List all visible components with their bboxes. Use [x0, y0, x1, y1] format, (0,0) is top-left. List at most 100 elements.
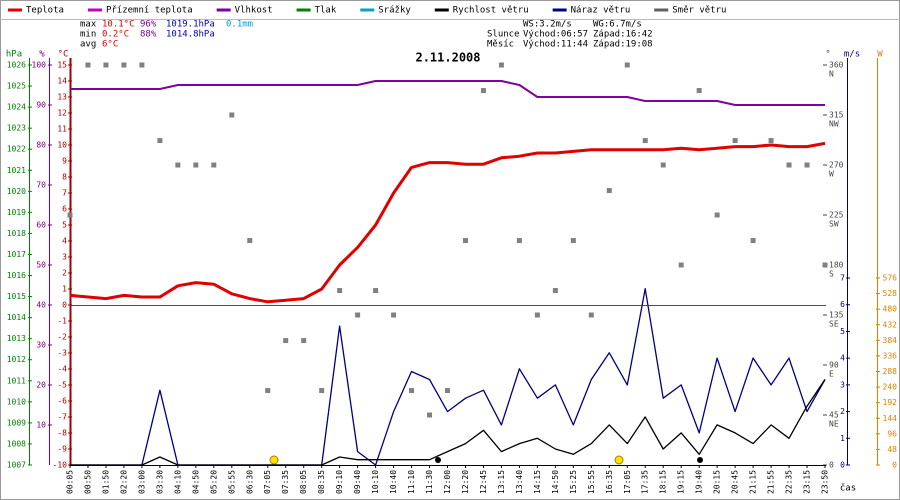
direction-point — [678, 262, 684, 268]
direction-point — [121, 62, 127, 68]
stat: max — [80, 20, 97, 30]
direction-point — [67, 212, 73, 218]
axis-label: m/s — [844, 50, 860, 60]
y-tick-label: -4 — [57, 365, 67, 374]
y-tick-label: 432 — [883, 320, 898, 329]
moonset-marker — [697, 457, 703, 463]
y-tick-label: -3 — [57, 349, 67, 358]
y-tick-label: 270 — [829, 161, 844, 170]
y-tick-label: 144 — [883, 414, 898, 423]
y-tick-label: 1 — [840, 434, 845, 443]
x-tick-label: 21:55 — [767, 470, 776, 494]
direction-point — [103, 62, 109, 68]
x-tick-label: 14:50 — [551, 470, 560, 494]
direction-point — [427, 412, 433, 418]
y-tick-label: 12 — [57, 109, 67, 118]
y-tick-label: 1009 — [7, 418, 26, 427]
y-tick-label: -6 — [57, 397, 67, 406]
direction-point — [480, 88, 486, 94]
direction-point — [211, 162, 217, 168]
direction-point — [624, 62, 630, 68]
y-tick-label: 0 — [829, 461, 834, 470]
y-tick-label: 1013 — [7, 334, 26, 343]
moonrise-marker — [435, 457, 441, 463]
y-tick-label: 1019 — [7, 208, 26, 217]
y-tick-label: 1016 — [7, 271, 26, 280]
y-tick-label: 10 — [57, 141, 67, 150]
direction-point — [283, 338, 289, 344]
y-tick-label: 1017 — [7, 250, 26, 259]
x-tick-label: 12:20 — [461, 470, 470, 494]
stat: 1014.8hPa — [166, 30, 215, 40]
stat: 0.2°C — [102, 30, 129, 40]
y-tick-label: 13 — [57, 93, 67, 102]
chart-title: 2.11.2008 — [415, 51, 480, 65]
y-tick-label: 1021 — [7, 166, 26, 175]
y-tick-label: 3 — [840, 380, 845, 389]
y-tick-label: 50 — [36, 261, 46, 270]
legend-label: Náraz větru — [571, 6, 631, 16]
x-tick-label: 14:15 — [533, 470, 542, 494]
direction-point — [265, 388, 271, 394]
stat: avg — [80, 40, 96, 50]
y-tick-label: 10 — [36, 421, 46, 430]
y-tick-label: -2 — [57, 333, 67, 342]
y-tick-label: 1022 — [7, 145, 26, 154]
direction-point — [786, 162, 792, 168]
x-tick-label: 10:10 — [371, 470, 380, 494]
y-tick-label: 1012 — [7, 355, 26, 364]
x-tick-label: 04:50 — [191, 470, 200, 494]
x-tick-label: 20:45 — [731, 470, 740, 494]
direction-name: N — [829, 70, 834, 79]
axis-label: W — [877, 50, 883, 60]
info: Slunce — [487, 30, 520, 40]
direction-name: NW — [829, 120, 839, 129]
y-tick-label: 0 — [892, 461, 897, 470]
y-tick-label: 192 — [883, 398, 898, 407]
x-tick-label: 03:30 — [155, 470, 164, 494]
direction-point — [534, 312, 540, 318]
direction-point — [804, 162, 810, 168]
y-tick-label: 4 — [840, 354, 845, 363]
info: Měsíc — [487, 40, 514, 50]
x-tick-label: 08:05 — [299, 470, 308, 494]
x-tick-label: 19:15 — [677, 470, 686, 494]
y-tick-label: 45 — [829, 411, 839, 420]
y-tick-label: 6 — [62, 205, 67, 214]
y-tick-label: 80 — [36, 141, 46, 150]
direction-point — [355, 312, 361, 318]
info: WS:3.2m/s — [523, 20, 572, 30]
x-tick-label: 17:05 — [623, 470, 632, 494]
y-tick-label: 2 — [62, 269, 67, 278]
y-tick-label: -7 — [57, 413, 67, 422]
y-tick-label: -10 — [53, 461, 68, 470]
x-tick-label: 00:05 — [66, 470, 75, 494]
y-tick-label: 90 — [829, 361, 839, 370]
legend-label: Rychlost větru — [453, 6, 529, 16]
y-tick-label: 1014 — [7, 313, 26, 322]
direction-point — [391, 312, 397, 318]
y-tick-label: 30 — [36, 341, 46, 350]
sunrise-marker — [269, 455, 279, 465]
y-tick-label: 360 — [829, 61, 844, 70]
x-tick-label: 15:25 — [569, 470, 578, 494]
x-tick-label: 07:35 — [281, 470, 290, 494]
direction-point — [552, 288, 558, 294]
y-tick-label: 336 — [883, 351, 898, 360]
y-tick-label: 7 — [62, 189, 67, 198]
x-tick-label: 00:50 — [83, 470, 92, 494]
direction-point — [247, 238, 253, 244]
y-tick-label: 1020 — [7, 187, 26, 196]
legend-label: Teplota — [26, 6, 64, 16]
direction-point — [337, 288, 343, 294]
y-tick-label: 1018 — [7, 229, 26, 238]
y-tick-label: -9 — [57, 445, 67, 454]
y-tick-label: 60 — [36, 221, 46, 230]
stat: 1019.1hPa — [166, 20, 215, 30]
y-tick-label: 11 — [57, 125, 67, 134]
direction-name: NE — [829, 420, 839, 429]
y-tick-label: 480 — [883, 305, 898, 314]
x-tick-label: 15:55 — [587, 470, 596, 494]
x-tick-label: 23:15 — [803, 470, 812, 494]
